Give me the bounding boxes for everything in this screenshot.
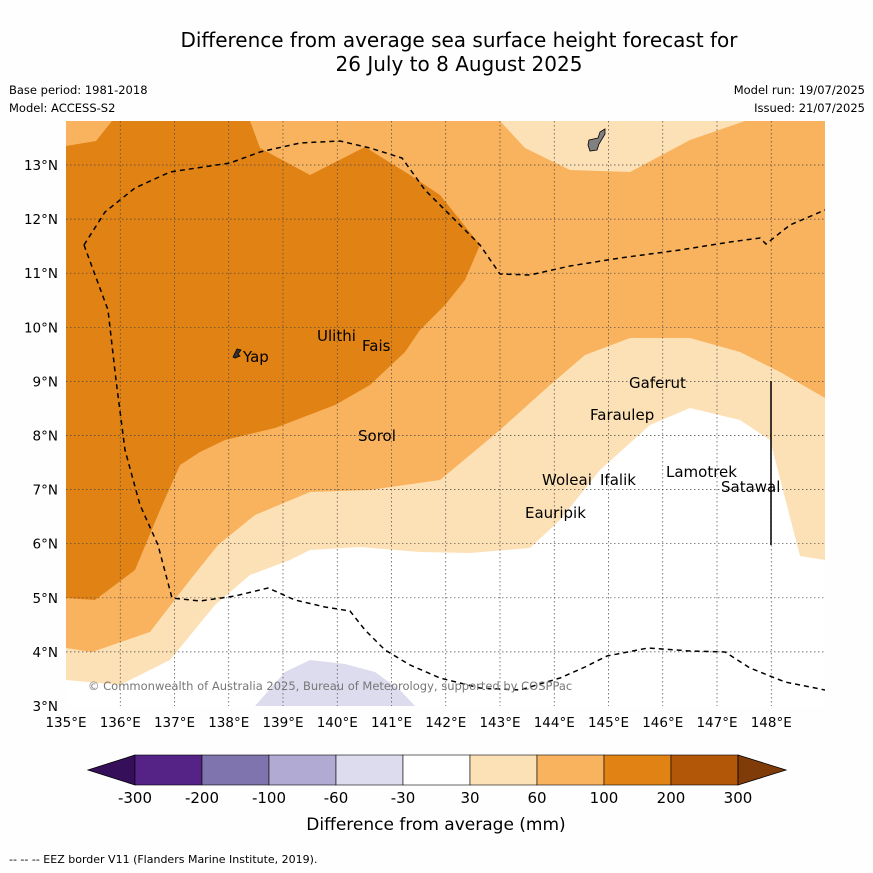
colorbar-extend-low — [86, 754, 136, 786]
lat-tick-label: 11°N — [24, 266, 58, 282]
meta-right: Model run: 19/07/2025 Issued: 21/07/2025 — [734, 81, 865, 117]
lat-tick-label: 12°N — [24, 212, 58, 228]
lat-tick-label: 7°N — [33, 483, 58, 499]
colorbar-swatch — [134, 754, 203, 786]
eez-border — [83, 140, 825, 691]
lon-tick-label: 143°E — [479, 715, 520, 731]
axis-labels: 135°E 136°E 137°E 138°E 139°E 140°E 141°E 142°E… — [24, 158, 792, 731]
lat-tick-label: 9°N — [33, 374, 58, 390]
colorbar-swatch — [335, 754, 404, 786]
contour-negative-30 — [255, 660, 415, 706]
colorbar-swatch — [536, 754, 605, 786]
place-label: Ifalik — [600, 471, 636, 489]
colorbar-swatch — [469, 754, 538, 786]
lat-tick-label: 5°N — [33, 591, 58, 607]
yap-island — [232, 348, 242, 359]
place-label: Faraulep — [590, 406, 654, 424]
lon-tick-label: 148°E — [751, 715, 792, 731]
colorbar-tick-label: 100 — [590, 789, 619, 807]
title-line-2: 26 July to 8 August 2025 — [335, 52, 583, 76]
place-label: Eauripik — [525, 504, 586, 522]
lon-tick-label: 142°E — [425, 715, 466, 731]
lon-tick-label: 135°E — [45, 715, 86, 731]
place-label: Fais — [362, 337, 391, 355]
footer-note: -- -- -- EEZ border V11 (Flanders Marine… — [9, 853, 318, 866]
meta-left: Base period: 1981-2018 Model: ACCESS-S2 — [9, 81, 148, 117]
title-line-1: Difference from average sea surface heig… — [180, 28, 738, 52]
colorbar-swatch — [670, 754, 739, 786]
place-label: Satawal — [721, 478, 780, 496]
colorbar-tick-label: -200 — [185, 789, 219, 807]
lon-tick-label: 141°E — [371, 715, 412, 731]
colorbar-tick-label: 60 — [527, 789, 546, 807]
copyright-notice: © Commonwealth of Australia 2025, Bureau… — [88, 679, 572, 693]
place-label: Sorol — [358, 427, 396, 445]
colorbar: -300 -200 -100 -60 -30 30 60 100 200 300 — [86, 754, 788, 807]
base-period: Base period: 1981-2018 — [9, 83, 148, 97]
lat-tick-label: 4°N — [33, 645, 58, 661]
colorbar-title: Difference from average (mm) — [306, 815, 565, 835]
guam-island — [587, 128, 606, 152]
colorbar-tick-label: -100 — [252, 789, 286, 807]
model-run: Model run: 19/07/2025 — [733, 83, 865, 97]
map-title: Difference from average sea surface heig… — [0, 28, 873, 76]
place-labels: Ulithi Fais Yap Sorol Gaferut Faraulep Lamotre… — [242, 327, 780, 522]
colorbar-tick-label: 300 — [724, 789, 753, 807]
colorbar-swatch — [201, 754, 270, 786]
lon-tick-label: 145°E — [588, 715, 629, 731]
lon-tick-label: 139°E — [262, 715, 303, 731]
lat-tick-label: 13°N — [24, 158, 58, 174]
lon-tick-label: 146°E — [642, 715, 683, 731]
colorbar-swatch — [268, 754, 337, 786]
map-plot-area: © Commonwealth of Australia 2025, Bureau… — [66, 121, 825, 706]
lon-tick-label: 147°E — [696, 715, 737, 731]
lon-tick-label: 136°E — [100, 715, 141, 731]
issued-date: Issued: 21/07/2025 — [754, 101, 865, 115]
place-label: Yap — [242, 348, 269, 366]
colorbar-extend-high — [737, 754, 788, 786]
contour-100-200 — [66, 121, 480, 600]
colorbar-tick-label: 30 — [460, 789, 479, 807]
lon-tick-label: 144°E — [534, 715, 575, 731]
place-label: Lamotrek — [666, 463, 737, 481]
colorbar-tick-label: -60 — [324, 789, 349, 807]
colorbar-tick-label: -300 — [118, 789, 152, 807]
lat-tick-label: 8°N — [33, 429, 58, 445]
lat-tick-label: 3°N — [33, 699, 58, 715]
lon-tick-label: 138°E — [208, 715, 249, 731]
place-label: Woleai — [542, 471, 592, 489]
lon-tick-label: 140°E — [317, 715, 358, 731]
colorbar-swatch — [402, 754, 471, 786]
place-label: Gaferut — [629, 374, 686, 392]
colorbar-swatch — [603, 754, 672, 786]
lat-tick-label: 6°N — [33, 537, 58, 553]
model-name: Model: ACCESS-S2 — [9, 101, 116, 115]
place-label: Ulithi — [317, 327, 356, 345]
colorbar-tick-label: -30 — [391, 789, 416, 807]
lon-tick-label: 137°E — [154, 715, 195, 731]
lat-tick-label: 10°N — [24, 320, 58, 336]
colorbar-tick-label: 200 — [657, 789, 686, 807]
